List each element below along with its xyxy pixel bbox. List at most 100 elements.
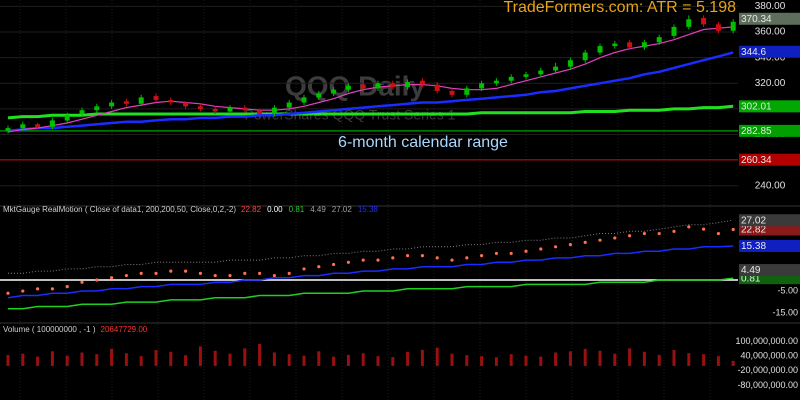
price-badge: 370.34 bbox=[739, 12, 800, 25]
y-tick-label: -80,000,000.00 bbox=[737, 380, 798, 390]
candle bbox=[123, 98, 129, 107]
indicator-dot bbox=[184, 269, 188, 273]
candle bbox=[64, 112, 70, 123]
candle bbox=[567, 57, 573, 70]
candle bbox=[5, 125, 11, 134]
volume-bar bbox=[672, 350, 676, 366]
candle bbox=[138, 94, 144, 107]
candle bbox=[242, 105, 248, 113]
volume-bar bbox=[376, 356, 380, 366]
indicator-dot bbox=[243, 271, 247, 275]
candle bbox=[183, 101, 189, 109]
volume-bar bbox=[435, 347, 439, 366]
volume-bar bbox=[302, 355, 306, 366]
indicator-dot bbox=[672, 229, 676, 233]
volume-bar bbox=[154, 350, 158, 366]
volume-bar bbox=[568, 351, 572, 366]
price-badge: 4.49 bbox=[739, 264, 800, 276]
badge-label: 344.6 bbox=[741, 47, 766, 58]
volume-bar bbox=[406, 351, 410, 366]
candle bbox=[212, 106, 218, 115]
volume-bar bbox=[332, 356, 336, 366]
candle-body bbox=[449, 90, 455, 95]
y-tick-label: 240.00 bbox=[755, 180, 786, 191]
indicator-dot bbox=[716, 231, 721, 236]
candle-body bbox=[227, 107, 233, 112]
indicator-value: 22.82 bbox=[241, 205, 262, 214]
volume-bar bbox=[124, 353, 128, 366]
candle-body bbox=[479, 83, 485, 89]
candle bbox=[715, 21, 721, 34]
volume-bar bbox=[598, 350, 602, 366]
candle-body bbox=[671, 26, 677, 36]
indicator-dot bbox=[731, 227, 735, 232]
volume-bar bbox=[539, 356, 543, 366]
badge-label: 27.02 bbox=[741, 215, 766, 226]
indicator-dot bbox=[213, 273, 217, 278]
price-badge: 344.6 bbox=[739, 45, 800, 58]
indicator-title: MktGauge RealMotion ( Close of data1, 20… bbox=[3, 205, 236, 214]
volume-bar bbox=[243, 348, 247, 366]
volume-bar bbox=[287, 354, 291, 366]
indicator-dot bbox=[450, 258, 454, 262]
candle-body bbox=[627, 42, 633, 48]
indicator-dot bbox=[687, 225, 691, 229]
volume-bar bbox=[139, 356, 143, 366]
badge-label: 0.81 bbox=[741, 273, 761, 284]
indicator-dot bbox=[346, 260, 350, 264]
candle-body bbox=[153, 96, 159, 100]
indicator-dot bbox=[139, 271, 143, 275]
badge-label: 4.49 bbox=[741, 265, 761, 276]
candle bbox=[331, 87, 337, 97]
candle-body bbox=[286, 102, 292, 108]
moving-average-line bbox=[7, 51, 734, 132]
candle bbox=[345, 83, 351, 93]
indicator-dot bbox=[435, 256, 439, 260]
candle bbox=[271, 105, 277, 117]
candle bbox=[153, 93, 159, 103]
indicator-dot bbox=[317, 265, 321, 269]
candle bbox=[405, 79, 411, 90]
indicator-dot bbox=[272, 273, 276, 278]
indicator-dot bbox=[613, 236, 617, 240]
volume-bar bbox=[95, 354, 99, 366]
indicator-dot bbox=[376, 258, 380, 262]
annotation: TradeFormers.com: ATR = 5.198 bbox=[503, 0, 736, 16]
y-tick-label: 100,000,000.00 bbox=[735, 336, 798, 346]
candle-body bbox=[94, 106, 100, 111]
volume-bar bbox=[36, 356, 40, 366]
volume-bar bbox=[613, 353, 617, 366]
candle bbox=[701, 15, 707, 27]
volume-bar bbox=[184, 355, 188, 366]
badge-label: 15.38 bbox=[741, 241, 766, 252]
badge-label: 282.85 bbox=[741, 126, 772, 137]
candle-body bbox=[656, 37, 662, 43]
volume-bar bbox=[657, 354, 661, 366]
indicator-dot bbox=[198, 271, 202, 275]
candle-body bbox=[375, 83, 381, 89]
price-badge: 302.01 bbox=[739, 100, 800, 112]
indicator-dot bbox=[568, 242, 573, 247]
candle bbox=[553, 62, 559, 74]
indicator-dot bbox=[36, 287, 40, 291]
candle-body bbox=[168, 99, 174, 103]
volume-bar bbox=[317, 351, 321, 366]
volume-bar bbox=[494, 357, 498, 366]
candle bbox=[493, 78, 499, 86]
candle-body bbox=[20, 124, 26, 129]
badge-label: 22.82 bbox=[741, 225, 766, 236]
candle bbox=[375, 80, 381, 91]
candle bbox=[523, 71, 529, 80]
candle-body bbox=[123, 101, 129, 104]
badge-box bbox=[739, 45, 800, 58]
indicator-dot bbox=[509, 251, 513, 256]
candle-body bbox=[316, 93, 322, 98]
candle bbox=[301, 94, 307, 106]
y-tick-label: 320.00 bbox=[755, 78, 786, 89]
indicator-dot bbox=[302, 267, 306, 271]
candle-body bbox=[138, 97, 144, 104]
candle bbox=[686, 15, 692, 30]
indicator-dot bbox=[642, 231, 647, 236]
